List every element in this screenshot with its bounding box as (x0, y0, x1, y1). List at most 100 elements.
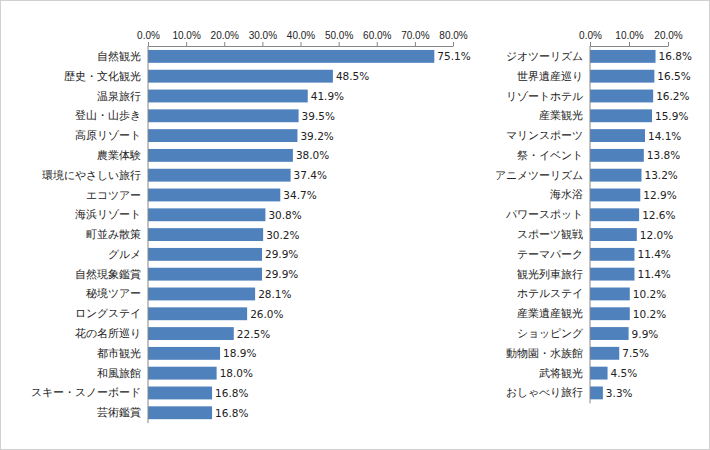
data-label: 13.2% (644, 169, 677, 181)
tick: 世界遺産巡り (517, 70, 583, 82)
bar (590, 327, 629, 340)
category-label: 動物園・水族館 (506, 347, 583, 359)
bar (148, 189, 280, 202)
tick: 登山・山歩き (75, 109, 141, 121)
tick-mark (301, 42, 302, 46)
x-axis: 0.0%10.0%20.0%30.0%40.0%50.0%60.0%70.0%8… (137, 30, 468, 47)
tick: グルメ (108, 248, 141, 260)
y-axis: 自然観光歴史・文化観光温泉旅行登山・山歩き高原リゾート農業体験環境にやさしい旅行… (31, 46, 148, 423)
bar (590, 367, 608, 380)
category-label: 世界遺産巡り (517, 70, 583, 82)
category-label: グルメ (108, 248, 141, 260)
bar (148, 367, 217, 380)
tick: パワースポット (505, 208, 583, 220)
data-label: 48.5% (336, 70, 369, 82)
tick: 50.0% (325, 30, 353, 46)
category-label: 環境にやさしい旅行 (42, 169, 141, 181)
bar (590, 70, 654, 83)
tick: ショッピング (517, 327, 584, 339)
category-label: 農業体験 (97, 149, 141, 161)
tick: エコツアー (86, 188, 141, 200)
tick: 海水浴 (550, 188, 583, 200)
y-axis: ジオツーリズム世界遺産巡りリゾートホテル産業観光マリンスポーツ祭・イベントアニメ… (495, 46, 590, 403)
bar (590, 90, 653, 103)
data-label: 29.9% (265, 248, 298, 260)
data-label: 39.2% (300, 130, 333, 142)
data-label: 30.8% (268, 209, 301, 221)
tick-label: 20.0% (211, 30, 239, 41)
bar (148, 208, 265, 221)
data-label: 18.9% (223, 347, 256, 359)
category-label: 温泉旅行 (97, 90, 141, 102)
data-label: 18.0% (220, 367, 253, 379)
tick-mark (377, 42, 378, 46)
data-label: 9.9% (632, 328, 659, 340)
tick: 60.0% (363, 30, 391, 46)
category-label: テーマパーク (517, 248, 583, 260)
bar (148, 406, 212, 419)
tick-mark (262, 42, 263, 46)
axis-line (149, 46, 454, 47)
category-label: おしゃべり旅行 (506, 386, 583, 398)
tick-label: 50.0% (325, 30, 353, 41)
category-label: スポーツ観戦 (517, 228, 583, 240)
tick: スキー・スノーボード (31, 386, 141, 398)
bar (590, 287, 630, 300)
bar (148, 387, 212, 400)
tick: 動物園・水族館 (506, 347, 583, 359)
tick: 町並み散策 (86, 228, 141, 240)
data-label: 75.1% (437, 50, 470, 62)
tick: 祭・イベント (517, 149, 583, 161)
category-label: 秘境ツアー (86, 287, 141, 299)
bar (590, 189, 640, 202)
bar (590, 386, 603, 399)
tick: 海浜リゾート (75, 208, 141, 220)
bar (590, 208, 639, 221)
bar (590, 169, 641, 182)
data-label: 30.2% (266, 229, 299, 241)
tick: マリンスポーツ (506, 129, 583, 141)
tick: ロングステイ (75, 307, 141, 319)
bar (148, 50, 434, 63)
tick: 武将観光 (539, 367, 583, 379)
category-label: パワースポット (505, 208, 583, 220)
data-label: 10.2% (633, 288, 666, 300)
tick: 20.0% (211, 30, 239, 46)
data-label: 16.2% (656, 90, 689, 102)
data-label: 10.2% (633, 308, 666, 320)
chart: 75.1%48.5%41.9%39.5%39.2%38.0%37.4%34.7%… (31, 30, 471, 423)
data-label: 11.4% (637, 268, 670, 280)
tick: 自然現象鑑賞 (75, 268, 141, 280)
category-label: アニメツーリズム (495, 169, 583, 181)
tick: スポーツ観戦 (517, 228, 583, 240)
tick: テーマパーク (517, 248, 583, 260)
tick: 都市観光 (97, 347, 141, 359)
tick: 0.0% (137, 30, 160, 46)
bar (590, 248, 634, 261)
tick-label: 10.0% (172, 30, 200, 41)
data-label: 37.4% (294, 169, 327, 181)
data-label: 4.5% (611, 367, 638, 379)
tick: 20.0% (654, 30, 682, 46)
category-label: 海水浴 (550, 188, 583, 200)
tick: 環境にやさしい旅行 (42, 169, 141, 181)
tick: 10.0% (615, 30, 643, 46)
tick: おしゃべり旅行 (506, 386, 583, 398)
category-label: 和風旅館 (97, 367, 141, 379)
data-label: 15.9% (655, 110, 688, 122)
tick: リゾートホテル (506, 90, 583, 102)
tick-mark (415, 42, 416, 46)
bar (148, 307, 247, 320)
tick: 花の名所巡り (75, 327, 141, 339)
tick: 70.0% (401, 30, 429, 46)
data-label: 38.0% (296, 149, 329, 161)
tick: ジオツーリズム (506, 50, 583, 62)
category-label: 祭・イベント (517, 149, 583, 161)
category-label: ホテルステイ (517, 287, 583, 299)
category-label: リゾートホテル (506, 90, 583, 102)
data-label: 11.4% (637, 248, 670, 260)
frame (1, 1, 710, 450)
tick: 自然観光 (97, 50, 141, 62)
tick: 10.0% (172, 30, 200, 46)
category-label: 海浜リゾート (75, 208, 141, 220)
